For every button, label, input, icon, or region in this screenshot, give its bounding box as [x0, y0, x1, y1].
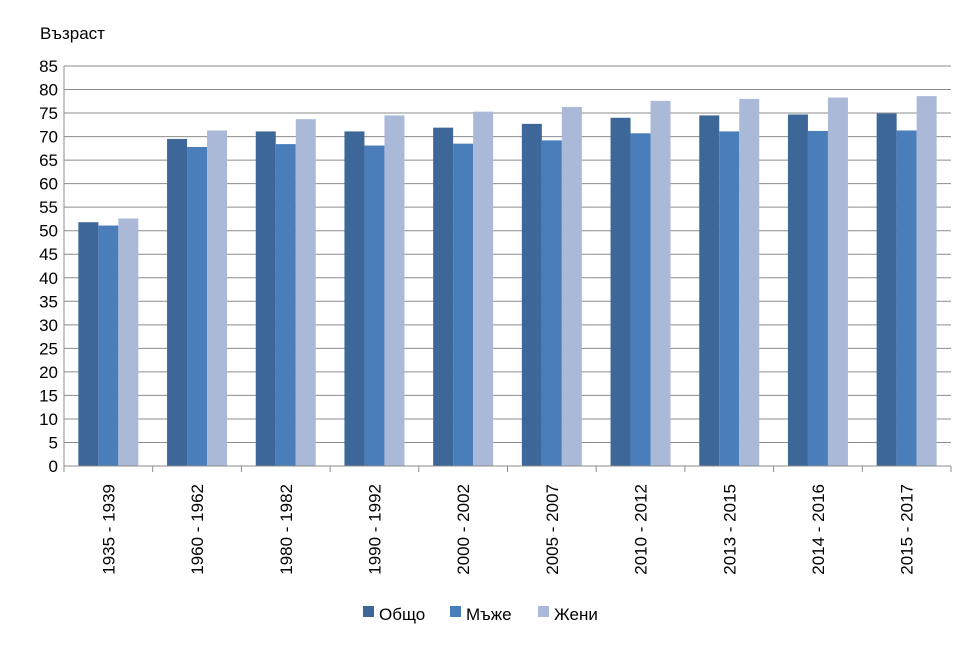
bar-women	[473, 111, 494, 466]
bar-total	[433, 127, 454, 466]
y-tick-label: 55	[39, 198, 58, 217]
x-tick-label: 2005 - 2007	[543, 484, 562, 575]
bar-women	[118, 218, 139, 466]
x-tick-label: 2010 - 2012	[632, 484, 651, 575]
bars	[78, 96, 937, 467]
bar-women	[650, 100, 671, 466]
bar-women	[295, 119, 316, 467]
y-tick-label: 20	[39, 363, 58, 382]
legend-swatch	[538, 606, 549, 617]
y-tick-label: 35	[39, 292, 58, 311]
y-tick-label: 0	[49, 457, 58, 476]
bar-men	[541, 140, 562, 466]
x-tick-labels: 1935 - 1939 1960 - 1962 1980 - 1982 1990 - …	[99, 484, 916, 575]
bar-men	[807, 130, 828, 467]
y-tick-label: 40	[39, 269, 58, 288]
bar-total	[876, 113, 897, 466]
y-tick-label: 75	[39, 104, 58, 123]
bar-women	[561, 106, 582, 467]
bar-women	[207, 130, 228, 466]
bar-total	[78, 222, 99, 466]
x-tick-label: 2015 - 2017	[898, 484, 917, 575]
bar-men	[630, 133, 651, 466]
y-tick-labels: 0 5 10 15 20 25 30 35 40 45 50 55 60 65 70 75 80 85	[39, 57, 58, 476]
bar-total	[699, 115, 720, 466]
x-tick-label: 2000 - 2002	[454, 484, 473, 575]
legend-label: Мъже	[466, 605, 512, 624]
y-tick-label: 10	[39, 410, 58, 429]
y-tick-label: 65	[39, 151, 58, 170]
x-tick-label: 2013 - 2015	[720, 484, 739, 575]
legend-swatch	[363, 606, 374, 617]
bar-total	[344, 131, 365, 467]
x-tick-label: 1935 - 1939	[99, 484, 118, 575]
bar-women	[739, 98, 760, 467]
bar-men	[98, 225, 119, 466]
bar-women	[384, 115, 405, 466]
bar-women	[827, 97, 848, 466]
x-tick-label: 1960 - 1962	[188, 484, 207, 575]
bar-men	[719, 131, 740, 467]
bar-women	[916, 96, 937, 466]
bar-total	[521, 123, 542, 466]
bar-total	[787, 114, 808, 467]
y-tick-label: 50	[39, 222, 58, 241]
bar-men	[364, 145, 385, 466]
y-tick-label: 5	[49, 433, 58, 452]
bar-total	[255, 131, 276, 467]
legend-swatch	[450, 606, 461, 617]
y-tick-label: 70	[39, 128, 58, 147]
y-tick-label: 85	[39, 57, 58, 76]
y-tick-label: 30	[39, 316, 58, 335]
legend: Общо Мъже Жени	[363, 605, 598, 624]
x-tick-label: 2014 - 2016	[809, 484, 828, 575]
x-tick-label: 1980 - 1982	[277, 484, 296, 575]
bar-total	[610, 117, 631, 466]
y-tick-label: 15	[39, 386, 58, 405]
bar-men	[275, 144, 296, 466]
bar-total	[167, 138, 188, 467]
y-tick-label: 60	[39, 175, 58, 194]
legend-label: Жени	[554, 605, 598, 624]
bar-men	[187, 146, 208, 467]
y-axis-label: Възраст	[40, 24, 105, 43]
axes	[63, 66, 952, 472]
x-tick-label: 1990 - 1992	[365, 484, 384, 575]
y-tick-label: 45	[39, 245, 58, 264]
y-tick-label: 25	[39, 339, 58, 358]
bar-men	[896, 130, 917, 466]
y-tick-label: 80	[39, 81, 58, 100]
legend-label: Общо	[379, 605, 425, 624]
bar-men	[453, 143, 474, 466]
